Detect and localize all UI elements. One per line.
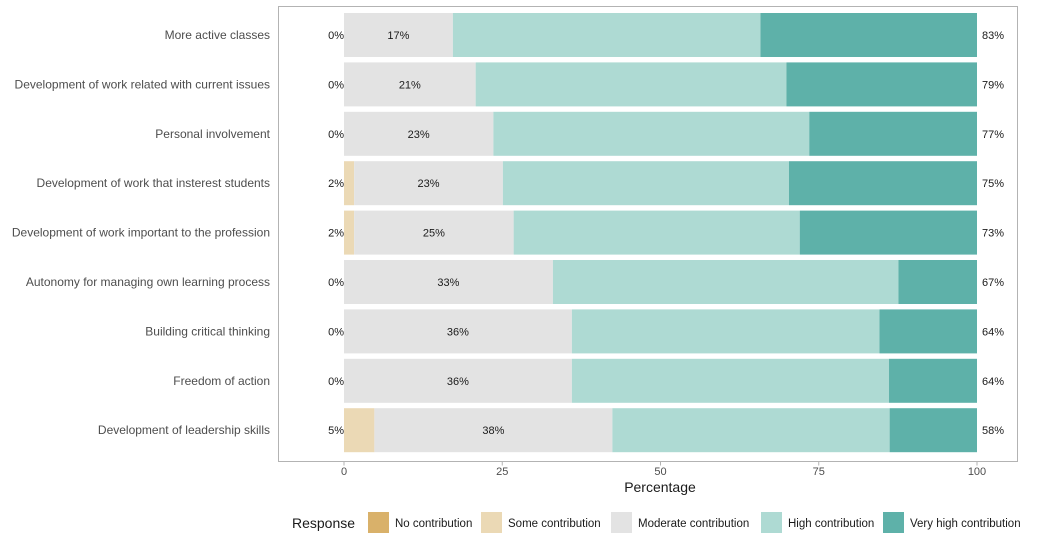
bar-segment: [344, 111, 494, 156]
bar-segment: [502, 161, 789, 206]
bar-segment: [344, 13, 453, 57]
bar-segment: [809, 111, 977, 156]
right-percent-label: 67%: [982, 277, 1004, 289]
bar-segment: [344, 408, 375, 453]
bar-segment: [344, 62, 476, 107]
left-percent-label: 0%: [328, 376, 344, 388]
x-tick-label: 75: [813, 466, 825, 478]
category-label: Freedom of action: [173, 374, 270, 388]
bar-segment: [612, 408, 890, 453]
center-percent-label: 33%: [437, 277, 459, 289]
left-percent-label: 5%: [328, 425, 344, 437]
bars-layer: 0% 17% 83% 0% 21% 79% 0% 23% 77% 2% 23% 75% 2% 25% 73%…: [328, 13, 1004, 453]
bar-segment: [571, 358, 890, 403]
bar-segment: [513, 210, 800, 255]
center-percent-label: 38%: [482, 425, 504, 437]
legend-label: Some contribution: [508, 518, 601, 530]
bar-segment: [571, 309, 880, 354]
left-percent-label: 2%: [328, 178, 344, 190]
bar-segment: [879, 309, 977, 354]
bar-segment: [452, 13, 761, 57]
legend-swatch: [761, 512, 782, 533]
center-percent-label: 23%: [408, 129, 430, 141]
x-tick-label: 0: [341, 466, 347, 478]
left-percent-label: 0%: [328, 79, 344, 91]
right-percent-label: 73%: [982, 228, 1004, 240]
bar-segment: [344, 210, 355, 255]
bar-segment: [344, 358, 572, 403]
center-percent-label: 17%: [387, 30, 409, 42]
left-percent-label: 2%: [328, 228, 344, 240]
legend-swatch: [883, 512, 904, 533]
x-tick-label: 25: [496, 466, 508, 478]
right-percent-label: 64%: [982, 326, 1004, 338]
category-label: Personal involvement: [155, 127, 270, 141]
legend-swatch: [368, 512, 389, 533]
center-percent-label: 25%: [423, 228, 445, 240]
left-percent-label: 0%: [328, 129, 344, 141]
bar-segment: [799, 210, 977, 255]
legend-label: Moderate contribution: [638, 518, 749, 530]
category-label: Building critical thinking: [145, 324, 270, 338]
center-percent-label: 21%: [399, 79, 421, 91]
bar-segment: [344, 161, 355, 206]
right-percent-label: 83%: [982, 30, 1004, 42]
bar-segment: [889, 358, 977, 403]
x-axis: 0 25 50 75 100: [341, 461, 986, 478]
bar-segment: [898, 260, 977, 304]
bar-segment: [354, 210, 514, 255]
category-label: Development of leadership skills: [98, 423, 270, 437]
center-percent-label: 23%: [417, 178, 439, 190]
right-percent-label: 58%: [982, 425, 1004, 437]
right-percent-label: 77%: [982, 129, 1004, 141]
category-label: Development of work related with current…: [15, 77, 270, 91]
bar-segment: [475, 62, 787, 107]
legend-label: Very high contribution: [910, 518, 1021, 530]
category-label: More active classes: [165, 28, 270, 42]
left-percent-label: 0%: [328, 326, 344, 338]
legend-swatch: [611, 512, 632, 533]
right-percent-label: 64%: [982, 376, 1004, 388]
legend: Response No contribution Some contribution…: [292, 512, 1021, 533]
bar-segment: [344, 309, 572, 354]
legend-label: No contribution: [395, 518, 472, 530]
bar-segment: [344, 260, 553, 304]
bar-segment: [889, 408, 977, 453]
legend-label: High contribution: [788, 518, 874, 530]
x-tick-label: 100: [968, 466, 986, 478]
left-percent-label: 0%: [328, 277, 344, 289]
category-label: Development of work that insterest stude…: [37, 176, 270, 190]
center-percent-label: 36%: [447, 326, 469, 338]
right-percent-label: 75%: [982, 178, 1004, 190]
category-label: Autonomy for managing own learning proce…: [26, 275, 270, 289]
bar-segment: [786, 62, 977, 107]
x-tick-label: 50: [654, 466, 666, 478]
right-percent-label: 79%: [982, 79, 1004, 91]
legend-title: Response: [292, 515, 355, 531]
bar-segment: [788, 161, 977, 206]
legend-swatch: [481, 512, 502, 533]
category-labels: More active classes Development of work r…: [12, 28, 271, 437]
bar-segment: [760, 13, 977, 57]
bar-segment: [552, 260, 899, 304]
center-percent-label: 36%: [447, 376, 469, 388]
category-label: Development of work important to the pro…: [12, 226, 270, 240]
bar-segment: [374, 408, 613, 453]
bar-segment: [493, 111, 810, 156]
left-percent-label: 0%: [328, 30, 344, 42]
panel-border: [278, 6, 1018, 462]
bar-segment: [354, 161, 503, 206]
x-axis-title: Percentage: [624, 479, 696, 495]
